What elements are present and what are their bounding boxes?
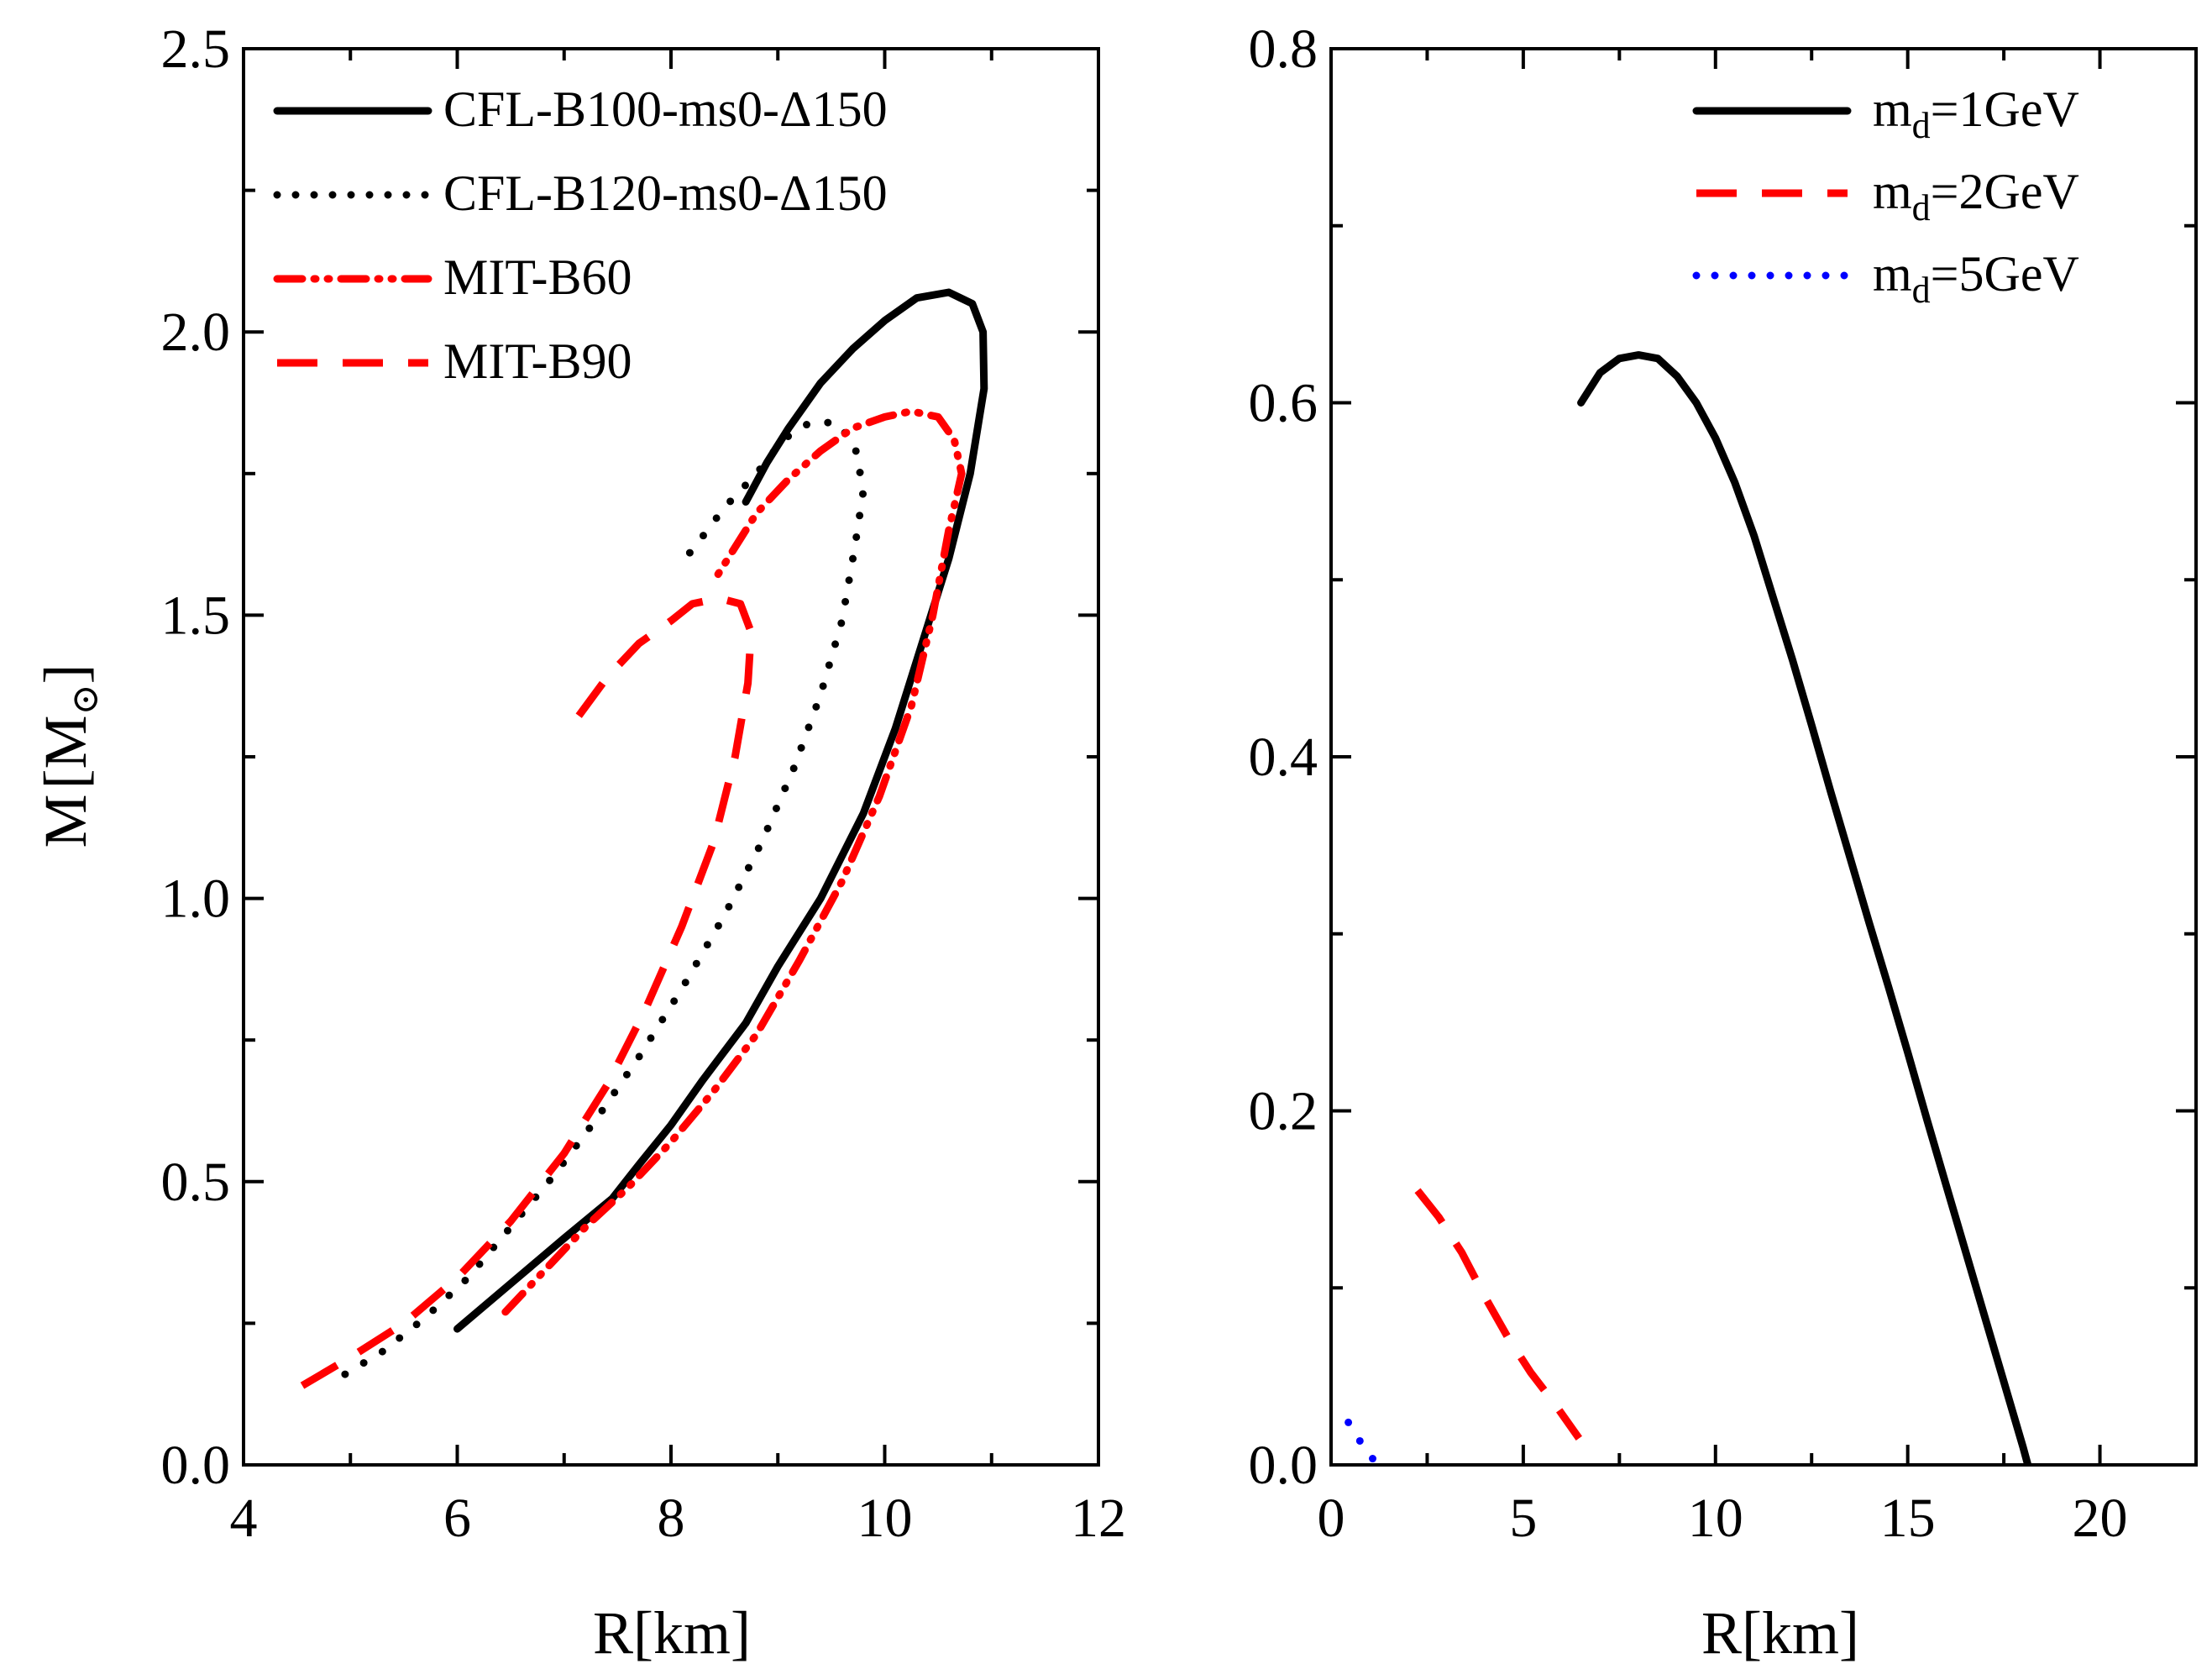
left-legend-label-4: MIT-B90	[443, 333, 632, 389]
svg-text:M[M⊙]: M[M⊙]	[32, 664, 106, 848]
left-y-tick-label: 2.0	[161, 302, 231, 363]
right-legend-label-2: md=2GeV	[1873, 164, 2079, 228]
right-y-tick-label: 0.8	[1249, 18, 1318, 80]
right-series-line-2	[1414, 1188, 1582, 1441]
left-y-axis-title-inner: M	[32, 715, 99, 769]
left-y-tick-label: 1.0	[161, 869, 231, 930]
left-y-tick-label: 0.0	[161, 1435, 231, 1496]
right-x-axis-title: R[km]	[1701, 1599, 1859, 1666]
left-y-tick-label: 0.5	[161, 1152, 231, 1213]
left-series-line-3	[501, 407, 966, 1316]
left-y-axis-title-sub: ⊙	[65, 685, 106, 716]
right-y-tick-label: 0.2	[1249, 1081, 1318, 1142]
right-y-tick-label: 0.6	[1249, 373, 1318, 434]
right-y-tick-label: 0.0	[1249, 1435, 1318, 1496]
right-y-tick-label: 0.4	[1249, 727, 1318, 788]
left-y-tick-label: 2.5	[161, 18, 231, 80]
left-ticks-layer: 4 6 8 10 12 0.0 0.5 1.0 1.5 2.0 2.5	[161, 18, 1127, 1549]
left-y-axis-bracket-close: ]	[32, 664, 99, 685]
right-series-line-1	[1577, 351, 2032, 1465]
right-x-tick-label: 10	[1688, 1488, 1743, 1549]
left-legend-label-2: CFL-B120-ms0-Δ150	[443, 165, 888, 221]
right-legend-label-1: md=1GeV	[1873, 81, 2079, 146]
left-x-axis-title: R[km]	[593, 1599, 751, 1666]
left-x-tick-label: 12	[1071, 1488, 1126, 1549]
right-x-tick-label: 0	[1318, 1488, 1345, 1549]
right-legend-label-3: md=5GeV	[1873, 246, 2079, 311]
right-x-tick-label: 20	[2073, 1488, 2128, 1549]
left-x-tick-label: 8	[658, 1488, 685, 1549]
right-x-tick-label: 5	[1509, 1488, 1537, 1549]
left-y-axis-title: M[M⊙]	[32, 664, 106, 848]
left-x-tick-label: 4	[230, 1488, 258, 1549]
left-y-axis-bracket-open: [	[32, 769, 99, 789]
right-curves-layer	[1344, 351, 2032, 1465]
left-series-line-4	[300, 594, 755, 1389]
left-legend-label-1: CFL-B100-ms0-Δ150	[443, 81, 888, 137]
right-series-line-3	[1344, 1418, 1377, 1464]
right-ticks-layer: 0 5 10 15 20 0.0 0.2 0.4 0.6 0.8	[1249, 18, 2198, 1549]
left-chart: 4 6 8 10 12 0.0 0.5 1.0 1.5 2.0 2.5 CFL-B100-ms0-Δ…	[32, 18, 1126, 1666]
left-x-tick-label: 6	[443, 1488, 471, 1549]
left-y-tick-label: 1.5	[161, 585, 231, 646]
left-legend: CFL-B100-ms0-Δ150 CFL-B120-ms0-Δ150 MIT-B6…	[273, 81, 888, 389]
right-chart: 0 5 10 15 200.00.20.40.60.8 md=1GeVmd=2GeVmd…	[1249, 18, 2198, 1666]
right-x-tick-label: 15	[1880, 1488, 1936, 1549]
left-legend-label-3: MIT-B60	[443, 249, 632, 305]
left-x-tick-label: 10	[857, 1488, 913, 1549]
left-y-axis-title-main: M	[32, 794, 99, 848]
right-legend: md=1GeV md=2GeV md=5GeV	[1692, 81, 2079, 311]
left-curves-layer	[300, 288, 988, 1389]
